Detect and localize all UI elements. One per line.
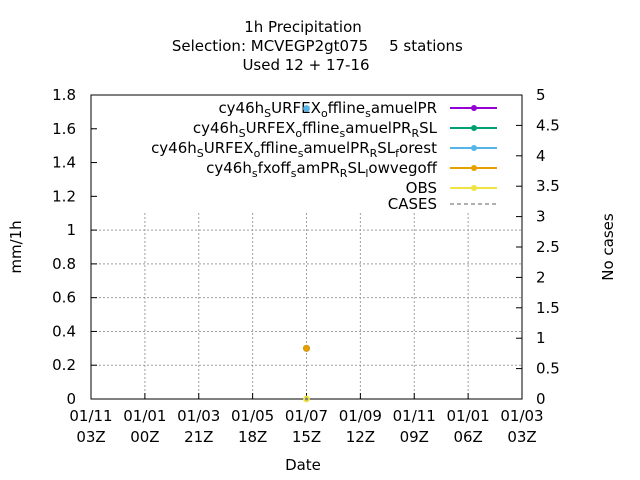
y2-tick-label: 2 <box>536 268 546 286</box>
x-tick-label-hour: 00Z <box>130 428 159 446</box>
chart-subtitle-stations: 5 stations <box>389 37 463 55</box>
x-tick-label-date: 01/03 <box>500 407 543 425</box>
y-tick-label: 1.2 <box>52 187 76 205</box>
x-axis-label: Date <box>285 456 321 474</box>
chart-subtitle-used: Used 12 + 17-16 <box>242 56 369 74</box>
legend: cy46hSURFEXofflinesamuelPRcy46hSURFEXoff… <box>151 99 497 213</box>
chart-title: 1h Precipitation <box>244 18 362 36</box>
legend-marker <box>471 145 477 151</box>
legend-marker <box>471 125 477 131</box>
cases-point <box>305 397 308 401</box>
x-tick-label-hour: 15Z <box>292 428 321 446</box>
x-tick-label-date: 01/07 <box>285 407 328 425</box>
legend-marker <box>471 165 477 171</box>
legend-label: OBS <box>406 179 437 197</box>
x-tick-label-date: 01/05 <box>231 407 274 425</box>
y2-axis-label: No cases <box>599 213 617 281</box>
y-tick-label: 0 <box>66 390 76 408</box>
y-tick-label: 1.4 <box>52 154 76 172</box>
x-tick-label-date: 01/09 <box>339 407 382 425</box>
legend-marker <box>471 105 477 111</box>
ticks: 0 0.2 0.4 0.6 0.8 1 1.2 1.4 1.6 1.8 0 0.5 1 1.5 2 2.5 3 3… <box>52 86 560 446</box>
data-points <box>303 105 310 403</box>
legend-label: cy46hSURFEXofflinesamuelPR <box>218 99 437 120</box>
y2-tick-label: 5 <box>536 86 546 104</box>
legend-label: CASES <box>388 195 437 213</box>
legend-label: cy46hsfxoffsamPRRSLlowvegoff <box>206 159 438 180</box>
y-tick-label: 0.4 <box>52 322 76 340</box>
x-tick-label-date: 01/01 <box>447 407 490 425</box>
x-tick-label-date: 01/03 <box>177 407 220 425</box>
chart-subtitle-selection: Selection: MCVEGP2gt075 <box>172 37 368 55</box>
y-tick-label: 0.8 <box>52 255 76 273</box>
y-tick-label: 1.8 <box>52 86 76 104</box>
x-tick-label-hour: 03Z <box>507 428 536 446</box>
y2-tick-label: 4.5 <box>536 116 560 134</box>
x-tick-label-hour: 12Z <box>346 428 375 446</box>
x-tick-label-date: 01/11 <box>69 407 112 425</box>
y2-tick-label: 0 <box>536 390 546 408</box>
x-tick-label-date: 01/01 <box>123 407 166 425</box>
legend-label: cy46hSURFEXofflinesamuelPRRSL <box>193 119 438 140</box>
y2-tick-label: 3 <box>536 208 546 226</box>
y-tick-label: 1 <box>66 221 76 239</box>
data-point <box>303 344 310 352</box>
x-tick-label-hour: 21Z <box>184 428 213 446</box>
y2-tick-label: 3.5 <box>536 177 560 195</box>
y-tick-label: 0.6 <box>52 289 76 307</box>
x-tick-label-date: 01/11 <box>393 407 436 425</box>
legend-marker <box>471 185 477 191</box>
x-tick-label-hour: 06Z <box>453 428 482 446</box>
y-tick-label: 0.2 <box>52 356 76 374</box>
y2-tick-label: 2.5 <box>536 238 560 256</box>
y2-tick-label: 1.5 <box>536 299 560 317</box>
y2-tick-label: 1 <box>536 329 546 347</box>
x-tick-label-hour: 03Z <box>76 428 105 446</box>
y-axis-label: mm/1h <box>7 220 25 273</box>
data-point <box>303 105 310 112</box>
x-tick-label-hour: 18Z <box>238 428 267 446</box>
legend-label: cy46hSURFEXofflinesamuelPRRSLforest <box>151 139 437 160</box>
y2-tick-label: 4 <box>536 147 546 165</box>
x-tick-label-hour: 09Z <box>400 428 429 446</box>
y-tick-label: 1.6 <box>52 120 76 138</box>
y2-tick-label: 0.5 <box>536 360 560 378</box>
